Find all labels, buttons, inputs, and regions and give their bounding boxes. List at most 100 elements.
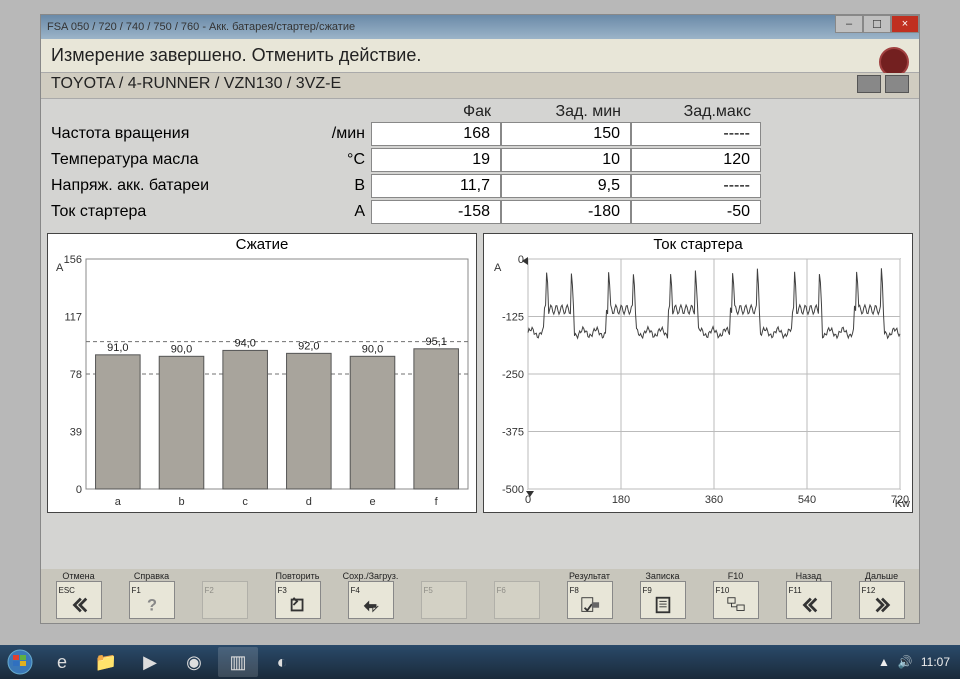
fkey-button-f12[interactable]: F12 xyxy=(859,581,905,619)
compression-chart: Сжатие 03978117156A91,0a90,0b94,0c92,0d9… xyxy=(47,233,477,513)
tray-flag-icon[interactable]: ▲ xyxy=(878,655,890,669)
fkey-button-f11[interactable]: F11 xyxy=(786,581,832,619)
start-button[interactable] xyxy=(0,645,40,679)
fkey-button-f6: F6 xyxy=(494,581,540,619)
svg-text:A: A xyxy=(494,262,502,274)
taskbar-media-icon[interactable]: ▶ xyxy=(130,647,170,677)
svg-text:94,0: 94,0 xyxy=(234,337,255,349)
svg-text:-250: -250 xyxy=(502,369,524,381)
fkey-f11: Назад F11 xyxy=(773,571,844,621)
svg-text:f: f xyxy=(435,496,439,508)
svg-text:-500: -500 xyxy=(502,484,524,496)
row-unit: /мин xyxy=(311,125,371,143)
svg-text:d: d xyxy=(306,496,312,508)
svg-text:c: c xyxy=(242,496,248,508)
close-button[interactable]: × xyxy=(891,15,919,33)
fkey-label: Отмена xyxy=(62,571,94,581)
measurement-table: Фак Зад. мин Зад.макс Частота вращения /… xyxy=(41,99,919,229)
svg-text:-375: -375 xyxy=(502,427,524,439)
svg-text:a: a xyxy=(115,496,122,508)
cell-fak: 11,7 xyxy=(371,174,501,198)
fkey-button-f1[interactable]: F1 ? xyxy=(129,581,175,619)
fkey-f8: Результат F8 xyxy=(554,571,625,621)
fkey-f10: F10 F10 xyxy=(700,571,771,621)
svg-text:156: 156 xyxy=(64,254,82,266)
fkey-button-f8[interactable]: F8 xyxy=(567,581,613,619)
fkey-label: Сохр./Загруз. xyxy=(343,571,399,581)
fkey-button-f10[interactable]: F10 xyxy=(713,581,759,619)
status-message: Измерение завершено. Отменить действие. xyxy=(41,39,919,73)
fkey-button-f5: F5 xyxy=(421,581,467,619)
fkey-button-f4[interactable]: F4 xyxy=(348,581,394,619)
col-zmin: Зад. мин xyxy=(501,103,631,121)
svg-text:e: e xyxy=(369,496,375,508)
taskbar-clock: 11:07 xyxy=(921,655,950,669)
tray-volume-icon[interactable]: 🔊 xyxy=(898,655,913,669)
taskbar-ie-icon[interactable]: e xyxy=(42,647,82,677)
taskbar-folder-icon[interactable]: 📁 xyxy=(86,647,126,677)
taskbar-app-icon[interactable]: ▥ xyxy=(218,647,258,677)
svg-text:0: 0 xyxy=(76,484,82,496)
fkey-esc: Отмена ESC xyxy=(43,571,114,621)
fkey-label: Справка xyxy=(134,571,169,581)
fkey-label: Повторить xyxy=(276,571,320,581)
fkey-f2: F2 xyxy=(189,571,260,621)
svg-text:95,1: 95,1 xyxy=(425,336,446,348)
cell-zmin: 9,5 xyxy=(501,174,631,198)
fkey-label: Дальше xyxy=(865,571,898,581)
current-chart-title: Ток стартера xyxy=(484,234,912,253)
cell-zmin: 10 xyxy=(501,148,631,172)
svg-text:540: 540 xyxy=(798,494,816,506)
fkey-button-esc[interactable]: ESC xyxy=(56,581,102,619)
window-title: FSA 050 / 720 / 740 / 750 / 760 - Акк. б… xyxy=(47,21,355,33)
function-key-bar: Отмена ESC Справка F1 ? F2 Повторить F3 … xyxy=(41,569,919,623)
fkey-label: Записка xyxy=(646,571,680,581)
col-zmax: Зад.макс xyxy=(631,103,761,121)
table-row: Частота вращения /мин 168 150 ----- xyxy=(51,121,909,147)
fkey-f5: F5 xyxy=(408,571,479,621)
cell-zmax: ----- xyxy=(631,174,761,198)
cell-fak: 19 xyxy=(371,148,501,172)
cell-zmin: 150 xyxy=(501,122,631,146)
svg-text:-125: -125 xyxy=(502,312,524,324)
cell-fak: -158 xyxy=(371,200,501,224)
fkey-button-f9[interactable]: F9 xyxy=(640,581,686,619)
cell-fak: 168 xyxy=(371,122,501,146)
table-row: Напряж. акк. батареи В 11,7 9,5 ----- xyxy=(51,173,909,199)
fkey-f4: Сохр./Загруз. F4 xyxy=(335,571,406,621)
fkey-f3: Повторить F3 xyxy=(262,571,333,621)
fkey-f6: F6 xyxy=(481,571,552,621)
row-label: Температура масла xyxy=(51,151,311,169)
cell-zmax: ----- xyxy=(631,122,761,146)
svg-text:92,0: 92,0 xyxy=(298,340,319,352)
fkey-button-f2: F2 xyxy=(202,581,248,619)
sensor-icon xyxy=(885,75,909,93)
table-row: Температура масла °C 19 10 120 xyxy=(51,147,909,173)
svg-text:b: b xyxy=(178,496,184,508)
starter-current-chart: Ток стартера 0-125-250-375-5000180360540… xyxy=(483,233,913,513)
svg-text:78: 78 xyxy=(70,369,82,381)
taskbar-extra-icon[interactable]: ◐ xyxy=(262,647,302,677)
svg-text:360: 360 xyxy=(705,494,723,506)
svg-text:91,0: 91,0 xyxy=(107,342,128,354)
fkey-f12: Дальше F12 xyxy=(846,571,917,621)
compression-chart-title: Сжатие xyxy=(48,234,476,253)
row-unit: °C xyxy=(311,151,371,169)
fkey-label: Результат xyxy=(569,571,610,581)
taskbar-disc-icon[interactable]: ◉ xyxy=(174,647,214,677)
minimize-button[interactable]: – xyxy=(835,15,863,33)
maximize-button[interactable]: ☐ xyxy=(863,15,891,33)
svg-text:A: A xyxy=(56,262,64,274)
row-unit: В xyxy=(311,177,371,195)
row-label: Ток стартера xyxy=(51,203,311,221)
row-label: Частота вращения xyxy=(51,125,311,143)
svg-text:90,0: 90,0 xyxy=(171,343,192,355)
fkey-f9: Записка F9 xyxy=(627,571,698,621)
fkey-label: Назад xyxy=(796,571,822,581)
svg-text:?: ? xyxy=(147,596,157,614)
titlebar: FSA 050 / 720 / 740 / 750 / 760 - Акк. б… xyxy=(41,15,919,39)
svg-text:0: 0 xyxy=(518,254,524,266)
vehicle-breadcrumb: TOYOTA / 4-RUNNER / VZN130 / 3VZ-E xyxy=(41,73,919,99)
fkey-label: F10 xyxy=(728,571,744,581)
fkey-button-f3[interactable]: F3 xyxy=(275,581,321,619)
